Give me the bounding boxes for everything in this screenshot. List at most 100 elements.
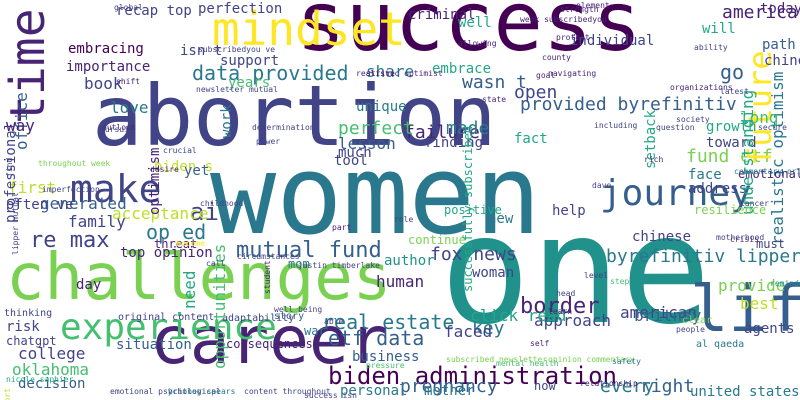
cloud-word-american: american [620,303,698,322]
cloud-word-successfully-subscribed: successfully subscribed [461,125,475,292]
cloud-word-help: help [552,203,586,219]
cloud-word-share: share [366,62,415,81]
cloud-word-path: path [762,37,796,53]
cloud-word-fox-news: fox news [430,244,517,265]
cloud-word-reminder: reminder [770,279,800,288]
cloud-word-key: key [472,318,505,339]
cloud-word-mom: mom [288,257,310,271]
cloud-word-embrace: embrace [432,61,492,77]
cloud-word-provide: provide [718,276,786,295]
cloud-word-failure: failure [404,122,480,143]
cloud-word-crucial: crucial [163,146,197,155]
cloud-word-college: college [18,344,86,363]
cloud-word-human: human [376,272,425,291]
cloud-word-oklahoma: oklahoma [12,360,90,379]
cloud-word-mental-health: mental health [496,359,559,368]
cloud-word-element: element [576,1,610,10]
cloud-word-criminal: criminal [408,7,476,23]
cloud-word-made: made [446,118,490,139]
cloud-word-finding: finding [424,135,484,151]
cloud-word-strive: strive [366,69,395,78]
cloud-word-week-subscribedyou: week subscribedyou [520,15,607,24]
cloud-word-fact: fact [514,131,548,147]
cloud-word-rich: rich [644,155,664,164]
cloud-word-individual: individual [570,33,655,49]
cloud-word-way: way [6,116,35,135]
cloud-word-provided-byrefinitiv: provided byrefinitiv [520,94,737,115]
cloud-word-real-estate: real estate [322,310,455,334]
cloud-word-must: must [756,237,785,251]
cloud-word-realistic-optimist: realistic optimist [356,69,443,78]
cloud-word-continue: continue [408,233,466,247]
cloud-word-navigating: navigating [548,69,597,78]
cloud-word-optimism: optimism [147,147,163,215]
cloud-word-realistic-optimism: realistic optimism [768,71,787,245]
cloud-word-situation: situation [116,337,192,353]
cloud-word-emotional: emotional [738,167,800,181]
cloud-word-well: well [458,15,492,31]
cloud-word-subscribed-newsletter: subscribed newsletter [446,355,548,364]
cloud-word-isn-t: isn t [180,43,223,59]
cloud-word-britney: britney [634,306,702,325]
cloud-word-biden-s: biden s [154,159,214,175]
cloud-word-self: self [530,339,550,348]
cloud-word-opinion-commentary: opinion commentary [548,355,635,364]
cloud-word-day: day [76,277,102,293]
cloud-word-head: head [556,289,576,298]
cloud-word-click-read: click read [470,306,567,325]
cloud-word-work: work [219,104,235,138]
cloud-word-crisis: crisis [730,235,759,244]
cloud-word-chatgpt: chatgpt [6,334,57,348]
cloud-word-abortion: abortion [92,67,497,165]
cloud-word-ability: ability [694,43,728,52]
cloud-word-need: need [180,270,199,309]
cloud-word-protect: protect [556,33,590,42]
cloud-word-personal: personal [340,383,408,399]
cloud-word-dave: dave [592,181,612,190]
cloud-word-woman: woman [472,265,515,281]
cloud-word-well-being: well being [274,305,323,314]
cloud-word-today-s: today s [760,1,800,17]
cloud-word-become: become [176,239,205,248]
cloud-word-approach: approach [534,311,612,330]
cloud-word-threat: threat [154,237,198,251]
cloud-word-original-content: original content [118,312,215,323]
cloud-word-including: including [594,121,638,130]
cloud-word-global: global [114,3,143,12]
cloud-word-clear: clear [682,315,713,326]
cloud-word-understanding: understanding [738,89,757,215]
cloud-word-perfect: perfect [338,118,414,139]
cloud-word-best: best [740,294,779,313]
cloud-word-story: story [274,311,305,322]
cloud-word-power: power [256,137,281,146]
cloud-word-love: love [110,98,149,117]
cloud-word-success: success [296,0,642,70]
cloud-word-society: society [676,115,710,124]
cloud-word-top-opinion: top opinion [120,245,213,261]
cloud-word-role: role [394,215,414,224]
cloud-word-life: life [690,273,800,347]
cloud-word-book: book [84,74,123,93]
cloud-word-newsletter-mutual: newsletter mutual [196,85,278,94]
cloud-word-commentary-original: commentary original [734,167,800,176]
cloud-word-address: address [688,181,748,197]
cloud-word-risk: risk [6,319,40,335]
cloud-word-often-ve: often ve [6,197,74,213]
cloud-word-justin-timberlake: justin timberlake [298,261,380,270]
cloud-word-step: step [610,277,630,286]
cloud-word-biden-administration: biden administration [328,362,617,390]
cloud-word-business: business [352,349,420,365]
cloud-word-success-isn: success isn [304,391,357,400]
cloud-word-wasn-t: wasn t [462,72,528,93]
cloud-word-etf-data: etf data [328,326,425,350]
cloud-word-challenges: challenges [6,241,392,315]
cloud-word-perfection: perfection [198,1,283,17]
cloud-word-toward: toward [706,135,757,151]
cloud-word-consequences: consequences [226,337,313,351]
cloud-word-chinese: chinese [632,229,692,245]
cloud-word-right: right [640,376,695,397]
cloud-word-mutual-fund: mutual fund [236,238,382,263]
cloud-word-resilience: resilience [694,203,767,217]
cloud-word-subscribedyou-ve: subscribedyou ve [198,45,276,54]
cloud-word-content-throughout: content throughout [244,387,331,396]
